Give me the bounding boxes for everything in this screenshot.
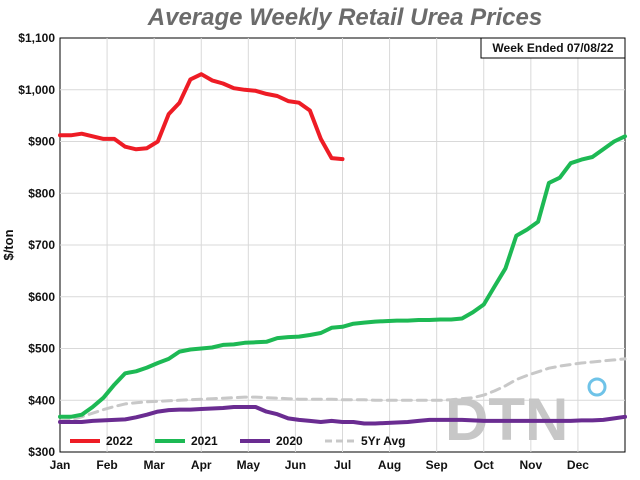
x-tick-label: Nov	[519, 458, 542, 472]
week-ended-label: Week Ended 07/08/22	[492, 41, 614, 55]
y-axis-label: $/ton	[1, 229, 16, 260]
x-tick-label: Mar	[143, 458, 165, 472]
y-tick-label: $400	[28, 393, 55, 407]
x-tick-label: Dec	[567, 458, 589, 472]
x-tick-label: Apr	[191, 458, 212, 472]
series-line-5yr-avg	[58, 357, 627, 423]
legend-label: 2022	[106, 434, 133, 448]
y-tick-label: $1,100	[18, 31, 55, 45]
gridlines	[60, 38, 625, 452]
x-tick-label: Sep	[426, 458, 448, 472]
y-tick-label: $800	[28, 186, 55, 200]
x-tick-label: May	[237, 458, 261, 472]
x-tick-label: Jul	[334, 458, 351, 472]
chart-title: Average Weekly Retail Urea Prices	[147, 4, 542, 31]
y-tick-label: $900	[28, 135, 55, 149]
y-tick-label: $500	[28, 342, 55, 356]
y-tick-label: $700	[28, 238, 55, 252]
x-tick-label: Feb	[96, 458, 117, 472]
legend-label: 5Yr Avg	[361, 434, 405, 448]
x-tick-label: Jan	[50, 458, 71, 472]
x-tick-label: Jun	[285, 458, 306, 472]
x-tick-label: Oct	[474, 458, 494, 472]
y-tick-label: $1,000	[18, 83, 55, 97]
y-tick-label: $300	[28, 445, 55, 459]
legend-label: 2020	[276, 434, 303, 448]
series-line-2020	[58, 405, 627, 426]
week-ended-box	[480, 37, 626, 59]
series-line-2022	[58, 72, 345, 162]
dtn-logo-dot	[587, 377, 607, 397]
series-line-2021	[58, 134, 627, 419]
x-tick-label: Aug	[378, 458, 401, 472]
y-tick-label: $600	[28, 290, 55, 304]
legend-label: 2021	[191, 434, 218, 448]
legend: 2022 2021 2020 5Yr Avg	[70, 434, 405, 448]
